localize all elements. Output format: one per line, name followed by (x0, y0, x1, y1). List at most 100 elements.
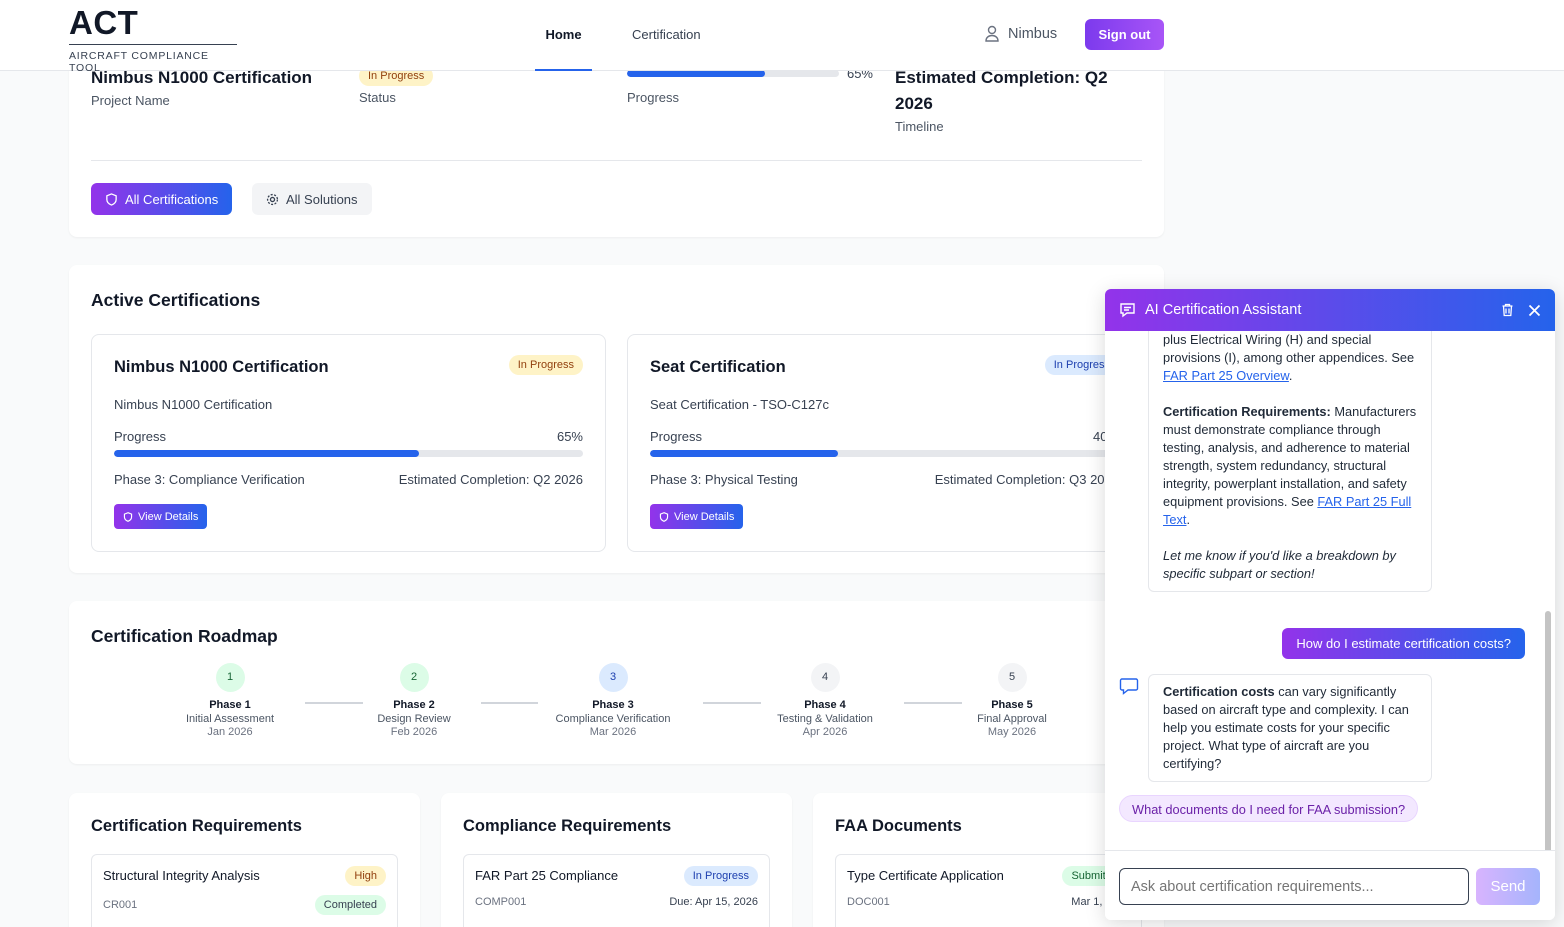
project-progress-bar (627, 70, 839, 77)
step-name: Phase 1 (209, 699, 251, 711)
active-certifications-section: Active Certifications Nimbus N1000 Certi… (69, 265, 1164, 573)
step-number: 2 (399, 663, 429, 692)
cert-subtitle: Nimbus N1000 Certification (114, 397, 273, 412)
step-desc: Testing & Validation (777, 713, 873, 725)
roadmap-step[interactable]: 1 Phase 1 Initial Assessment Jan 2026 (160, 663, 300, 738)
cert-title: Seat Certification (650, 358, 786, 376)
far-part-25-overview-link[interactable]: FAR Part 25 Overview (1163, 368, 1289, 383)
project-timeline: Estimated Completion: Q2 2026 (895, 68, 1108, 113)
logo-subtitle: AIRCRAFT COMPLIANCE TOOL (69, 44, 237, 74)
compliance-requirements-panel: Compliance Requirements FAR Part 25 Comp… (441, 793, 792, 927)
step-number: 1 (215, 663, 245, 692)
sign-out-button[interactable]: Sign out (1085, 19, 1164, 50)
list-item[interactable]: FAR Part 25 Compliance In Progress COMP0… (463, 854, 770, 927)
roadmap-step[interactable]: 5 Phase 5 Final Approval May 2026 (942, 663, 1082, 738)
top-navbar: ACT AIRCRAFT COMPLIANCE TOOL Home Certif… (0, 0, 1564, 74)
certification-requirements-panel: Certification Requirements Structural In… (69, 793, 420, 927)
logo-title: ACT (69, 4, 139, 41)
cert-phase-row: Phase 3: Compliance Verification Estimate… (114, 472, 583, 487)
cert-progress-row: Progress 65% (114, 429, 583, 444)
step-number: 3 (598, 663, 628, 692)
project-name-label: Project Name (91, 93, 170, 108)
roadmap-step[interactable]: 4 Phase 4 Testing & Validation Apr 2026 (755, 663, 895, 738)
message-text: Let me know if you'd like a breakdown by… (1163, 548, 1396, 581)
cert-progress-fill (650, 450, 838, 457)
roadmap-step[interactable]: 3 Phase 3 Compliance Verification Mar 20… (543, 663, 683, 738)
tab-home[interactable]: Home (535, 0, 592, 71)
far-part-25-full-text-link[interactable]: FAR Part 25 Full Text (1163, 494, 1412, 527)
cert-card[interactable]: Nimbus N1000 Certification In Progress N… (91, 334, 606, 552)
progress-label: Progress (650, 429, 703, 444)
cert-phase-row: Phase 3: Physical Testing Estimated Compl… (650, 472, 1119, 487)
status-badge: Completed (314, 895, 386, 915)
list-item[interactable]: Type Certificate Application Submitted D… (835, 854, 1142, 927)
step-desc: Compliance Verification (555, 713, 671, 725)
progress-label: Progress (627, 90, 680, 105)
step-date: May 2026 (987, 726, 1037, 738)
view-details-label: View Details (674, 510, 735, 523)
app-logo[interactable]: ACT AIRCRAFT COMPLIANCE TOOL (69, 6, 237, 74)
roadmap-connector (481, 702, 538, 704)
status-badge: In Progress (1044, 355, 1119, 375)
chat-header: AI Certification Assistant (1105, 289, 1555, 331)
list-item[interactable]: Structural Integrity Analysis High CR001… (91, 854, 398, 927)
roadmap-connector (703, 702, 761, 704)
timeline-label: Timeline (895, 119, 944, 134)
item-id: CR001 (103, 899, 138, 911)
step-desc: Design Review (377, 713, 451, 725)
user-menu[interactable]: Nimbus (984, 25, 1057, 42)
view-details-label: View Details (138, 510, 199, 523)
message-heading: Certification Requirements: (1163, 404, 1331, 419)
project-name-field: Nimbus N1000 Certification Project Name (91, 65, 312, 108)
project-name: Nimbus N1000 Certification (91, 68, 313, 87)
step-date: Mar 2026 (589, 726, 637, 738)
message-text: . (1288, 368, 1293, 383)
user-message: How do I estimate certification costs? (1282, 628, 1525, 659)
step-desc: Initial Assessment (185, 713, 275, 725)
chat-messages[interactable]: plus Electrical Wiring (H) and special p… (1105, 331, 1555, 850)
message-text: plus Electrical Wiring (H) and special p… (1163, 332, 1415, 365)
suggestion-chip[interactable]: What documents do I need for FAA submiss… (1119, 795, 1419, 822)
step-name: Phase 4 (804, 699, 846, 711)
trash-icon[interactable] (1501, 303, 1514, 317)
step-number: 4 (810, 663, 840, 692)
cert-card[interactable]: Seat Certification In Progress Seat Cert… (627, 334, 1142, 552)
chat-title: AI Certification Assistant (1145, 302, 1302, 318)
due-date: Due: Apr 15, 2026 (669, 896, 758, 908)
shield-icon (123, 511, 133, 522)
chat-bubble-icon (1120, 303, 1135, 318)
all-solutions-button[interactable]: All Solutions (252, 183, 372, 215)
cert-eta: Estimated Completion: Q3 2026 (934, 472, 1119, 487)
shield-icon (659, 511, 669, 522)
section-title: Active Certifications (91, 290, 261, 310)
roadmap-section: Certification Roadmap 1 Phase 1 Initial … (69, 601, 1164, 764)
close-icon[interactable] (1528, 304, 1541, 317)
panel-title: Compliance Requirements (463, 817, 672, 835)
item-title: Type Certificate Application (847, 868, 1004, 883)
chat-input-area: Send (1105, 850, 1555, 920)
priority-badge: High (345, 866, 386, 886)
cert-title: Nimbus N1000 Certification (114, 358, 329, 376)
cert-phase: Phase 3: Physical Testing (650, 472, 798, 487)
roadmap-connector (305, 702, 363, 704)
cert-phase: Phase 3: Compliance Verification (114, 472, 305, 487)
cert-subtitle: Seat Certification - TSO-C127c (650, 397, 829, 412)
view-details-button[interactable]: View Details (114, 504, 208, 529)
item-id: DOC001 (847, 896, 890, 908)
chat-input[interactable] (1119, 868, 1469, 905)
project-status-field: In Progress Status (359, 66, 434, 105)
item-title: FAR Part 25 Compliance (475, 868, 619, 883)
step-name: Phase 5 (991, 699, 1033, 711)
all-certifications-label: All Certifications (125, 191, 219, 207)
progress-label: Progress (114, 429, 167, 444)
view-details-button[interactable]: View Details (650, 504, 744, 529)
chat-scrollbar[interactable] (1545, 611, 1551, 850)
roadmap-step[interactable]: 2 Phase 2 Design Review Feb 2026 (344, 663, 484, 738)
project-progress-fill (627, 70, 765, 77)
tab-certification[interactable]: Certification (632, 27, 701, 42)
shield-icon (106, 192, 117, 206)
all-certifications-button[interactable]: All Certifications (91, 183, 233, 215)
message-text: . (1186, 512, 1191, 527)
user-name: Nimbus (1008, 25, 1058, 42)
send-button[interactable]: Send (1476, 868, 1540, 905)
